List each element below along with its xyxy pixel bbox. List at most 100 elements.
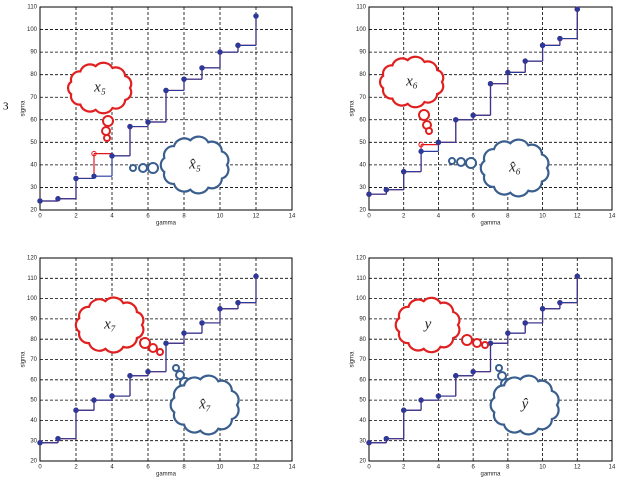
x-tick-label: 12 — [574, 214, 581, 220]
y-tick-label: 70 — [30, 357, 37, 363]
bubble-trail — [498, 372, 506, 380]
point — [540, 307, 544, 311]
bubble-trail — [149, 344, 157, 352]
y-tick-label: 40 — [359, 418, 366, 424]
point — [575, 7, 579, 11]
x-tick-label: 12 — [253, 465, 260, 471]
bubble-trail — [157, 349, 163, 355]
point — [182, 77, 186, 81]
bubble-label: x₆ — [405, 73, 418, 89]
bubble-trail — [176, 371, 184, 379]
point — [558, 300, 562, 304]
x-tick-label: 12 — [574, 465, 581, 471]
y-axis-label: sigma — [350, 351, 356, 368]
point — [92, 174, 96, 178]
bubble-trail — [103, 116, 113, 126]
y-tick-label: 110 — [27, 276, 37, 282]
x-tick-label: 0 — [367, 214, 371, 220]
point — [236, 43, 240, 47]
x-tick-label: 2 — [74, 465, 78, 471]
y-tick-label: 50 — [30, 140, 37, 146]
point — [436, 394, 440, 398]
point — [367, 192, 371, 196]
point — [523, 59, 527, 63]
point — [164, 341, 168, 345]
point — [558, 36, 562, 40]
bubble-trail — [419, 110, 429, 120]
point — [575, 274, 579, 278]
point — [488, 81, 492, 85]
x-tick-label: 0 — [367, 465, 371, 471]
y-axis-label: sigma — [350, 100, 356, 117]
x-tick-label: 4 — [110, 465, 114, 471]
y-tick-label: 80 — [30, 337, 37, 343]
y-tick-label: 90 — [359, 316, 366, 322]
subplot: 024681012142030405060708090100110gammasi… — [350, 5, 616, 227]
y-tick-label: 110 — [356, 276, 366, 282]
y-tick-label: 20 — [30, 459, 37, 465]
y-tick-label: 50 — [359, 398, 366, 404]
y-tick-label: 20 — [359, 459, 366, 465]
x-tick-label: 2 — [74, 214, 78, 220]
point — [218, 307, 222, 311]
y-tick-label: 30 — [359, 438, 366, 444]
bubble-trail — [130, 165, 136, 171]
y-tick-label: 50 — [30, 398, 37, 404]
bubble-trail — [496, 365, 502, 371]
x-tick-label: 2 — [402, 214, 406, 220]
y-tick-label: 70 — [359, 357, 366, 363]
x-tick-label: 14 — [609, 214, 616, 220]
y-tick-label: 120 — [356, 256, 367, 262]
y-tick-label: 90 — [359, 50, 366, 56]
x-tick-label: 14 — [289, 214, 296, 220]
x-tick-label: 6 — [146, 465, 150, 471]
point — [402, 408, 406, 412]
x-tick-label: 4 — [437, 465, 441, 471]
y-tick-label: 40 — [359, 162, 366, 168]
x-tick-label: 8 — [182, 214, 186, 220]
point — [200, 66, 204, 70]
point — [128, 124, 132, 128]
x-tick-label: 6 — [471, 214, 475, 220]
y-tick-label: 60 — [30, 377, 37, 383]
bubble-trail — [426, 128, 432, 134]
y-tick-label: 30 — [359, 185, 366, 191]
x-tick-label: 12 — [253, 214, 260, 220]
point — [218, 50, 222, 54]
point — [384, 188, 388, 192]
point — [92, 398, 96, 402]
point — [436, 140, 440, 144]
bubble-trail — [173, 365, 179, 371]
bubble-trail — [462, 335, 472, 345]
x-tick-label: 8 — [506, 465, 510, 471]
x-tick-label: 0 — [38, 214, 42, 220]
point — [56, 436, 60, 440]
y-tick-label: 60 — [359, 117, 366, 123]
bubble-trail — [104, 135, 110, 141]
x-axis-label: gamma — [156, 472, 177, 478]
x-axis-label: gamma — [480, 472, 501, 478]
x-tick-label: 14 — [609, 465, 616, 471]
x-tick-label: 0 — [38, 465, 42, 471]
y-tick-label: 30 — [30, 438, 37, 444]
y-tick-label: 70 — [30, 95, 37, 101]
y-tick-label: 50 — [359, 140, 366, 146]
x-axis-label: gamma — [480, 221, 501, 227]
point — [471, 369, 475, 373]
x-tick-label: 6 — [471, 465, 475, 471]
x-tick-label: 4 — [437, 214, 441, 220]
x-tick-label: 2 — [402, 465, 406, 471]
bubble-trail — [473, 339, 481, 347]
y-tick-label: 70 — [359, 95, 366, 101]
bubble-label: ŷ — [520, 396, 529, 412]
x-tick-label: 10 — [539, 214, 546, 220]
point — [523, 321, 527, 325]
bubble-trail — [466, 158, 476, 168]
point — [236, 300, 240, 304]
bubble-label: x₇ — [103, 316, 116, 332]
y-tick-label: 80 — [359, 72, 366, 78]
bubble-label: y — [423, 316, 432, 332]
stray-text: 3 — [3, 101, 9, 113]
point — [74, 408, 78, 412]
